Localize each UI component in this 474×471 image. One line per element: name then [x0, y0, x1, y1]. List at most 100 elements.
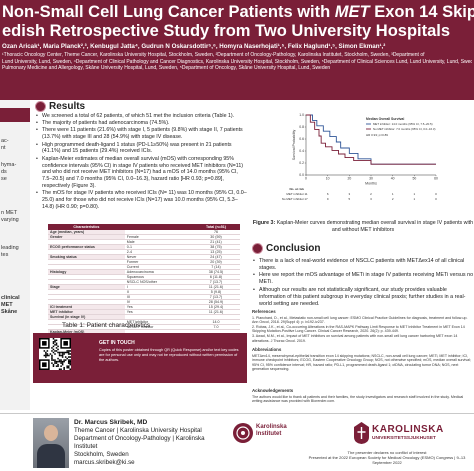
qr-module: [51, 359, 53, 361]
title-part: Exon 14 Skipping: [374, 3, 474, 21]
qr-module: [57, 348, 59, 351]
left-fragment-2: hyma- ds se: [0, 162, 30, 184]
table-cell: 30 (59): [191, 234, 240, 241]
table-cell: Never: [124, 254, 192, 261]
table-cell: Yes: [124, 304, 192, 311]
table-cell: MET inhibitor: [48, 309, 125, 316]
table-row: ECOG performance status 0-1 38 (75): [48, 244, 240, 251]
table-row: Histology Adenocarcinoma 38 (74.5): [48, 269, 240, 276]
qr-finder: [42, 362, 47, 367]
table-row: Gender Female 30 (59): [48, 234, 240, 241]
qr-module: [66, 351, 68, 354]
abbreviations-heading: Abbreviations: [252, 347, 282, 352]
left-column-cropped: ac- nt hyma- ds se n MET varying leading…: [0, 100, 30, 410]
km-chart-svg: 0.00.20.40.60.81.00 10 20 30 40 50 60Survival …: [282, 113, 438, 201]
qr-module: [48, 354, 50, 357]
qr-module: [69, 360, 71, 363]
qr-module: [49, 353, 52, 355]
table-cell: 38 (75): [191, 244, 240, 251]
x-tick-label: 40: [391, 177, 395, 181]
qr-module: [67, 366, 70, 369]
qr-module: [55, 365, 58, 367]
table-cell: Female: [124, 234, 192, 241]
acknowledgements-heading: Acknowledgements: [252, 388, 294, 393]
qr-module: [67, 356, 70, 358]
author-email[interactable]: marcus.skribek@ki.se: [74, 459, 135, 466]
qr-module: [51, 362, 53, 364]
kuh-logo-text: KAROLINSKA: [372, 424, 444, 435]
table-cell: NSCLC NOS/other: [124, 279, 192, 286]
qr-module: [55, 362, 58, 364]
qr-module: [67, 353, 70, 355]
table-cell: Gender: [48, 234, 125, 241]
qr-module: [55, 350, 58, 352]
risk-value: 1: [413, 192, 415, 196]
risk-value: 6: [327, 192, 329, 196]
legend-entry: MET inhibitor: 14.0 months (95% CI, 7.5–…: [373, 122, 433, 126]
table-cell: I: [124, 284, 192, 291]
qr-module: [45, 356, 47, 358]
qr-code-icon[interactable]: [39, 338, 71, 370]
figure-3-caption: Figure 3: Kaplan-Meier curves demonstrat…: [252, 220, 474, 234]
qr-module: [55, 360, 58, 363]
qr-module: [58, 354, 61, 357]
references: References 1. Planchard, D., et al., Met…: [252, 309, 474, 343]
risk-row-label: No. at risk: [289, 187, 304, 191]
qr-module: [67, 365, 70, 367]
risk-value: 2: [370, 192, 372, 196]
qr-module: [64, 351, 67, 354]
y-tick-label: 0.2: [299, 161, 304, 165]
qr-module: [52, 342, 55, 345]
table-cell: [48, 274, 125, 281]
qr-module: [66, 357, 68, 360]
risk-value: 1: [413, 197, 415, 201]
fragment-text: clinical: [1, 295, 20, 301]
qr-module: [43, 354, 46, 357]
qr-module: [69, 368, 71, 370]
table-row: IV 28 (54.9): [48, 299, 240, 306]
title-part: Non-Small Cell Lung Cancer Patients with: [2, 3, 335, 21]
qr-module: [60, 368, 62, 370]
qr-module: [54, 359, 56, 361]
results-bullet: There were 11 patients (21.6%) with stag…: [35, 127, 247, 141]
conclusion-text: There is a lack of real-world evidence o…: [252, 258, 474, 308]
title-italic-gene: MET: [334, 3, 370, 21]
qr-module: [58, 351, 61, 354]
results-list: We screened a total of 62 patients, of w…: [35, 113, 247, 211]
table-cell: [48, 319, 125, 326]
qr-module: [63, 366, 65, 369]
risk-value: 5: [348, 197, 350, 201]
qr-module: [52, 365, 55, 367]
table-cell: Current: [124, 264, 192, 271]
qr-module: [67, 350, 70, 352]
figure-label: Figure 3:: [252, 220, 276, 226]
table-row: Former 20 (39): [48, 259, 240, 266]
fragment-text: varying: [1, 217, 19, 224]
table-cell: [48, 289, 125, 296]
author-line: Department of Oncology-Pathology | Karol…: [74, 435, 205, 450]
reference-item: 2. Robas, J.K., et al., Co-occurring Alt…: [252, 324, 465, 334]
table-row: Current 7 (14): [48, 264, 240, 271]
qr-module: [63, 368, 65, 370]
qr-module: [60, 360, 62, 363]
table-header-cell: Characteristics: [48, 224, 125, 230]
fragment-text: nt: [1, 145, 6, 152]
coi-statement: The presenter declares no conflict of in…: [347, 450, 427, 455]
photo-head: [44, 425, 58, 441]
qr-module: [45, 354, 47, 357]
table-cell: 6 (11.8): [191, 274, 240, 281]
references-heading: References: [252, 309, 276, 314]
qr-module: [51, 357, 53, 360]
table-row: Stage I 11 (21.6): [48, 284, 240, 291]
conclusion-bullet: Here we report the mOS advantage of METi…: [252, 272, 474, 286]
qr-module: [63, 359, 65, 361]
qr-module: [67, 362, 70, 364]
ki-logo-line: Karolinska: [256, 424, 287, 430]
table-row: Male 21 (41): [48, 239, 240, 246]
table-row: III 7 (13.7): [48, 294, 240, 301]
qr-module: [55, 339, 58, 342]
table-cell: Survival (in stage IV): [48, 314, 125, 321]
table-cell: Adenocarcinoma: [124, 269, 192, 276]
x-tick-label: 10: [326, 177, 330, 181]
conclusion-title: Conclusion: [266, 243, 321, 254]
